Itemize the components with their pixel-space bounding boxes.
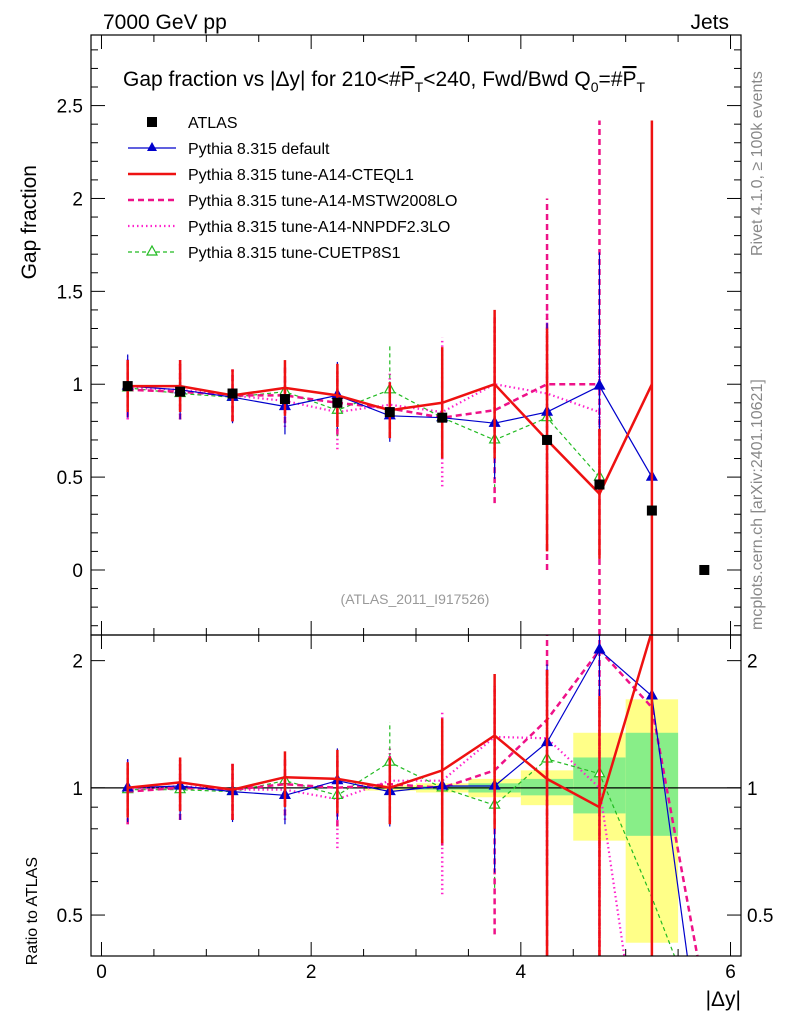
ratio-ytick-label-left: 1 <box>72 779 83 800</box>
header-energy-label: 7000 GeV pp <box>103 11 227 34</box>
title-sub3: T <box>637 79 646 95</box>
main-marker-atlas <box>699 564 710 575</box>
main-marker-atlas <box>227 388 238 399</box>
main-series-atlas <box>122 381 710 575</box>
main-marker-atlas <box>594 479 605 490</box>
main-marker-atlas <box>122 381 133 392</box>
legend-label-mstw: Pythia 8.315 tune-A14-MSTW2008LO <box>188 193 457 210</box>
main-ytick-label: 0.5 <box>57 468 83 489</box>
main-marker-atlas <box>175 386 186 397</box>
legend-marker-default <box>147 142 157 151</box>
title-sub2: 0 <box>591 79 599 95</box>
chart-title: Gap fraction vs |Δy| for 210<#PT<240, Fw… <box>123 68 646 95</box>
title-p2: P <box>622 68 636 91</box>
ratio-ytick-label-right: 0.5 <box>747 906 773 927</box>
main-ytick-label: 2 <box>72 189 83 210</box>
ratio-xlabel: |Δy| <box>706 988 741 1011</box>
ratio-ytick-label-left: 0.5 <box>57 906 83 927</box>
legend: ATLAS Pythia 8.315 default Pythia 8.315 … <box>128 115 457 262</box>
legend-marker-atlas <box>147 117 157 127</box>
ratio-xtick-label: 2 <box>306 962 317 983</box>
main-marker-atlas <box>384 407 395 418</box>
title-eq: =# <box>599 68 623 91</box>
main-marker-atlas <box>279 394 290 405</box>
legend-marker-cuetp <box>145 244 159 256</box>
legend-label-cuetp: Pythia 8.315 tune-CUETP8S1 <box>188 245 401 262</box>
main-ytick-label: 1 <box>72 375 83 396</box>
ratio-ytick-label-left: 2 <box>72 652 83 673</box>
ratio-line-mstw <box>127 648 699 956</box>
main-line-cuetp <box>127 387 600 478</box>
ratio-line-cteql1 <box>127 635 653 810</box>
legend-entry-atlas: ATLAS <box>147 115 238 132</box>
legend-entry-cteql1: Pythia 8.315 tune-A14-CTEQL1 <box>128 167 414 184</box>
legend-entry-default: Pythia 8.315 default <box>128 141 330 158</box>
legend-entry-mstw: Pythia 8.315 tune-A14-MSTW2008LO <box>128 193 457 210</box>
ratio-line-default <box>127 649 688 956</box>
ratio-panel: 0.5 0.5 1 1 2 2 0 2 4 6 <box>57 634 773 983</box>
title-pre: Gap fraction vs |Δy| for 210<# <box>123 68 401 91</box>
rivet-label: Rivet 4.1.0, ≥ 100k events <box>749 71 766 256</box>
main-marker-default <box>593 378 606 390</box>
legend-entry-cuetp: Pythia 8.315 tune-CUETP8S1 <box>128 244 401 262</box>
main-ytick-label: 0 <box>72 561 83 582</box>
legend-entry-nnpdf: Pythia 8.315 tune-A14-NNPDF2.3LO <box>128 219 450 236</box>
ratio-xtick-label: 0 <box>96 962 107 983</box>
main-frame-bg <box>91 35 741 635</box>
ratio-marker-default <box>593 642 606 654</box>
title-mid: <240, Fwd/Bwd Q <box>423 68 591 91</box>
legend-label-atlas: ATLAS <box>188 115 238 132</box>
mcplots-label: mcplots.cern.ch [arXiv:2401.10621] <box>749 379 766 630</box>
ratio-line-cuetp <box>127 758 676 956</box>
main-ytick-label: 2.5 <box>57 97 83 118</box>
ratio-ytick-label-right: 1 <box>747 779 758 800</box>
watermark-label: (ATLAS_2011_I917526) <box>341 591 490 607</box>
title-sub1: T <box>415 79 424 95</box>
main-ytick-label: 1.5 <box>57 282 83 303</box>
ratio-series-cteql1 <box>126 635 654 956</box>
main-marker-atlas <box>332 397 343 408</box>
main-marker-atlas <box>437 412 448 423</box>
legend-label-default: Pythia 8.315 default <box>188 141 330 158</box>
ratio-xtick-label: 4 <box>516 962 527 983</box>
main-marker-atlas <box>542 434 553 445</box>
ratio-series-nnpdf <box>126 664 626 956</box>
ratio-xtick-label: 6 <box>725 962 736 983</box>
header-jets-label: Jets <box>690 11 729 34</box>
legend-label-nnpdf: Pythia 8.315 tune-A14-NNPDF2.3LO <box>188 219 450 236</box>
legend-label-cteql1: Pythia 8.315 tune-A14-CTEQL1 <box>188 167 414 184</box>
title-p1: P <box>401 68 415 91</box>
main-panel: 0 0.5 1 1.5 2 2.5 (ATLAS_2011_I917526) Gap fr… <box>57 34 742 636</box>
main-marker-atlas <box>646 505 657 516</box>
ratio-ylabel: Ratio to ATLAS <box>24 857 41 965</box>
ratio-ytick-label-right: 2 <box>747 652 758 673</box>
main-ylabel: Gap fraction <box>18 165 41 279</box>
